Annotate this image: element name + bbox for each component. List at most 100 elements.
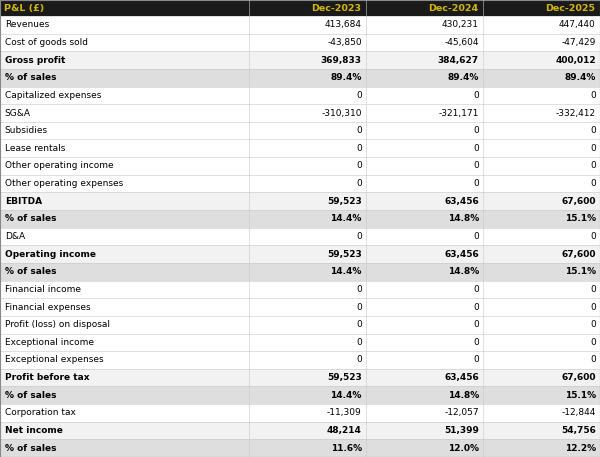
Text: 430,231: 430,231	[442, 20, 479, 29]
Bar	[0, 175, 249, 192]
Bar	[0, 298, 249, 316]
Bar	[366, 139, 483, 157]
Text: Gross profit: Gross profit	[5, 56, 65, 64]
Bar	[249, 0, 366, 16]
Text: % of sales: % of sales	[5, 444, 56, 453]
Bar	[483, 422, 600, 439]
Text: Profit (loss) on disposal: Profit (loss) on disposal	[5, 320, 110, 329]
Bar	[366, 351, 483, 369]
Text: Other operating income: Other operating income	[5, 161, 113, 170]
Text: 0: 0	[590, 303, 596, 312]
Text: 14.8%: 14.8%	[448, 391, 479, 400]
Bar	[483, 69, 600, 86]
Bar	[366, 192, 483, 210]
Bar	[249, 245, 366, 263]
Bar	[483, 369, 600, 387]
Bar	[0, 16, 249, 34]
Text: Net income: Net income	[5, 426, 62, 435]
Bar	[0, 86, 249, 104]
Bar	[483, 122, 600, 139]
Text: SG&A: SG&A	[5, 108, 31, 117]
Text: 0: 0	[473, 161, 479, 170]
Text: Dec-2024: Dec-2024	[428, 4, 478, 12]
Text: EBITDA: EBITDA	[5, 197, 42, 206]
Text: 384,627: 384,627	[437, 56, 479, 64]
Bar	[366, 281, 483, 298]
Text: 14.4%: 14.4%	[331, 267, 362, 276]
Text: 0: 0	[356, 161, 362, 170]
Text: P&L (£): P&L (£)	[4, 4, 44, 12]
Bar	[0, 334, 249, 351]
Bar	[249, 139, 366, 157]
Text: 0: 0	[590, 356, 596, 365]
Bar	[249, 351, 366, 369]
Text: 0: 0	[356, 303, 362, 312]
Text: 0: 0	[473, 91, 479, 100]
Bar	[249, 16, 366, 34]
Bar	[366, 0, 483, 16]
Bar	[0, 316, 249, 334]
Text: 51,399: 51,399	[444, 426, 479, 435]
Bar	[366, 86, 483, 104]
Text: -12,057: -12,057	[444, 409, 479, 417]
Text: 15.1%: 15.1%	[565, 214, 596, 223]
Bar	[249, 34, 366, 51]
Text: Dec-2023: Dec-2023	[311, 4, 361, 12]
Text: -321,171: -321,171	[439, 108, 479, 117]
Text: Financial income: Financial income	[5, 285, 81, 294]
Text: 15.1%: 15.1%	[565, 391, 596, 400]
Bar	[483, 139, 600, 157]
Bar	[366, 404, 483, 422]
Bar	[0, 369, 249, 387]
Text: % of sales: % of sales	[5, 267, 56, 276]
Text: % of sales: % of sales	[5, 73, 56, 82]
Bar	[483, 104, 600, 122]
Bar	[0, 404, 249, 422]
Text: 54,756: 54,756	[561, 426, 596, 435]
Text: 0: 0	[590, 285, 596, 294]
Bar	[0, 51, 249, 69]
Bar	[0, 387, 249, 404]
Text: 0: 0	[473, 126, 479, 135]
Text: 63,456: 63,456	[444, 197, 479, 206]
Text: 447,440: 447,440	[559, 20, 596, 29]
Bar	[0, 104, 249, 122]
Bar	[0, 139, 249, 157]
Text: 63,456: 63,456	[444, 250, 479, 259]
Text: 0: 0	[356, 91, 362, 100]
Text: Revenues: Revenues	[5, 20, 49, 29]
Text: -47,429: -47,429	[562, 38, 596, 47]
Text: 12.0%: 12.0%	[448, 444, 479, 453]
Bar	[366, 175, 483, 192]
Text: Exceptional income: Exceptional income	[5, 338, 94, 347]
Bar	[0, 245, 249, 263]
Bar	[366, 316, 483, 334]
Text: 14.8%: 14.8%	[448, 214, 479, 223]
Bar	[483, 51, 600, 69]
Bar	[483, 210, 600, 228]
Text: 0: 0	[590, 126, 596, 135]
Bar	[483, 192, 600, 210]
Bar	[249, 281, 366, 298]
Bar	[483, 245, 600, 263]
Bar	[0, 263, 249, 281]
Bar	[249, 175, 366, 192]
Bar	[249, 51, 366, 69]
Text: 89.4%: 89.4%	[565, 73, 596, 82]
Text: 59,523: 59,523	[327, 250, 362, 259]
Text: 0: 0	[473, 285, 479, 294]
Bar	[483, 228, 600, 245]
Bar	[366, 245, 483, 263]
Text: 15.1%: 15.1%	[565, 267, 596, 276]
Text: 63,456: 63,456	[444, 373, 479, 382]
Text: -332,412: -332,412	[556, 108, 596, 117]
Bar	[366, 369, 483, 387]
Text: 0: 0	[590, 338, 596, 347]
Text: Capitalized expenses: Capitalized expenses	[5, 91, 101, 100]
Bar	[366, 16, 483, 34]
Text: 0: 0	[356, 126, 362, 135]
Bar	[249, 404, 366, 422]
Text: 0: 0	[356, 320, 362, 329]
Text: 0: 0	[356, 356, 362, 365]
Bar	[0, 157, 249, 175]
